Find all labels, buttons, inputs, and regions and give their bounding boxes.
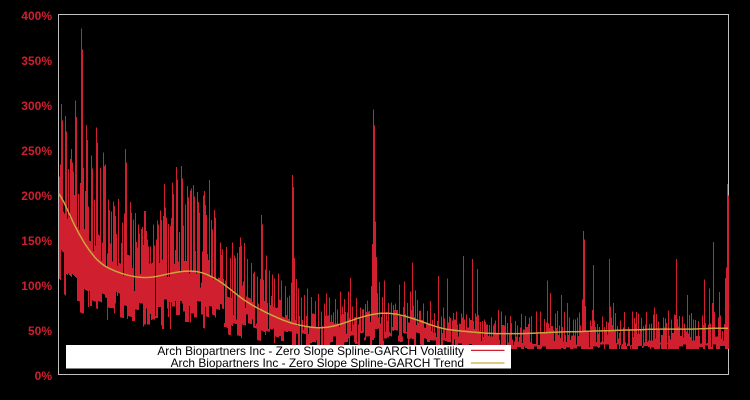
svg-text:200%: 200% — [21, 189, 52, 203]
svg-text:0%: 0% — [35, 369, 53, 383]
svg-text:Arch Biopartners Inc - Zero Sl: Arch Biopartners Inc - Zero Slope Spline… — [157, 344, 464, 358]
svg-text:250%: 250% — [21, 144, 52, 158]
svg-text:300%: 300% — [21, 99, 52, 113]
svg-text:50%: 50% — [28, 324, 52, 338]
svg-text:100%: 100% — [21, 279, 52, 293]
svg-text:150%: 150% — [21, 234, 52, 248]
svg-text:Arch Biopartners Inc - Zero Sl: Arch Biopartners Inc - Zero Slope Spline… — [171, 356, 464, 370]
svg-text:400%: 400% — [21, 9, 52, 23]
svg-text:350%: 350% — [21, 54, 52, 68]
